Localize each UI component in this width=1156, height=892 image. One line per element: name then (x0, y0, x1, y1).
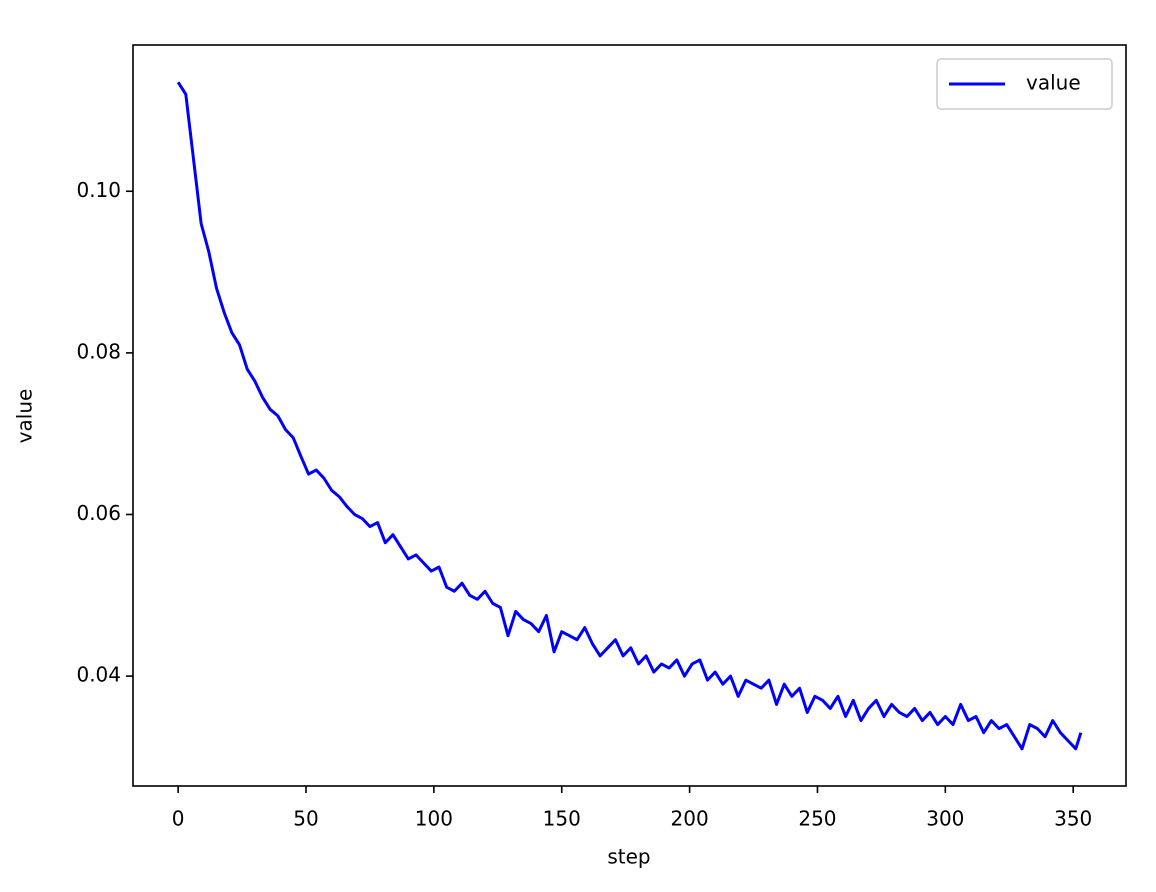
x-tick-label: 150 (543, 807, 581, 831)
y-tick-label: 0.06 (76, 501, 121, 525)
plot-frame (132, 44, 1127, 787)
x-tick-label: 0 (172, 807, 185, 831)
y-tick-label: 0.04 (76, 663, 121, 687)
x-tick-label: 250 (798, 807, 836, 831)
legend-box (936, 58, 1113, 110)
y-tick-label: 0.08 (76, 339, 121, 363)
x-tick-label: 100 (415, 807, 453, 831)
x-tick-label: 50 (293, 807, 318, 831)
x-tick-label: 200 (671, 807, 709, 831)
data-line (176, 81, 1083, 751)
x-tick-label: 300 (926, 807, 964, 831)
x-axis-label: step (607, 845, 650, 869)
y-tick-label: 0.10 (76, 178, 121, 202)
y-axis-label: value (13, 389, 37, 444)
legend-label: value (1026, 71, 1081, 95)
x-tick-label: 350 (1054, 807, 1092, 831)
